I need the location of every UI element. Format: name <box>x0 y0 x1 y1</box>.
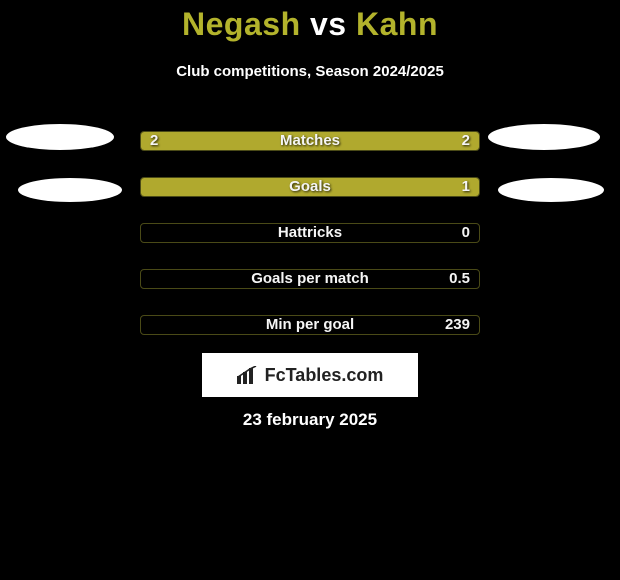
bar-left <box>141 132 310 150</box>
bar-left <box>141 178 479 196</box>
stat-track <box>140 177 480 197</box>
stat-row: Goals per match0.5 <box>0 256 620 302</box>
ellipse-left-2 <box>18 178 122 202</box>
bar-chart-icon <box>237 366 259 384</box>
comparison-chart: Matches22Goals1Hattricks0Goals per match… <box>0 118 620 348</box>
player-right-name: Kahn <box>356 6 438 42</box>
logo-text: FcTables.com <box>265 365 384 386</box>
page-title: Negash vs Kahn <box>0 6 620 43</box>
subtitle: Club competitions, Season 2024/2025 <box>0 63 620 80</box>
stat-track <box>140 131 480 151</box>
ellipse-right-1 <box>488 124 600 150</box>
ellipse-left-1 <box>6 124 114 150</box>
bar-right <box>310 132 479 150</box>
stat-track <box>140 269 480 289</box>
stat-row: Min per goal239 <box>0 302 620 348</box>
date-text: 23 february 2025 <box>0 410 620 430</box>
title-vs: vs <box>310 6 347 42</box>
ellipse-right-2 <box>498 178 604 202</box>
stat-track <box>140 223 480 243</box>
fctables-logo: FcTables.com <box>202 353 418 397</box>
stat-row: Hattricks0 <box>0 210 620 256</box>
player-left-name: Negash <box>182 6 301 42</box>
stat-track <box>140 315 480 335</box>
